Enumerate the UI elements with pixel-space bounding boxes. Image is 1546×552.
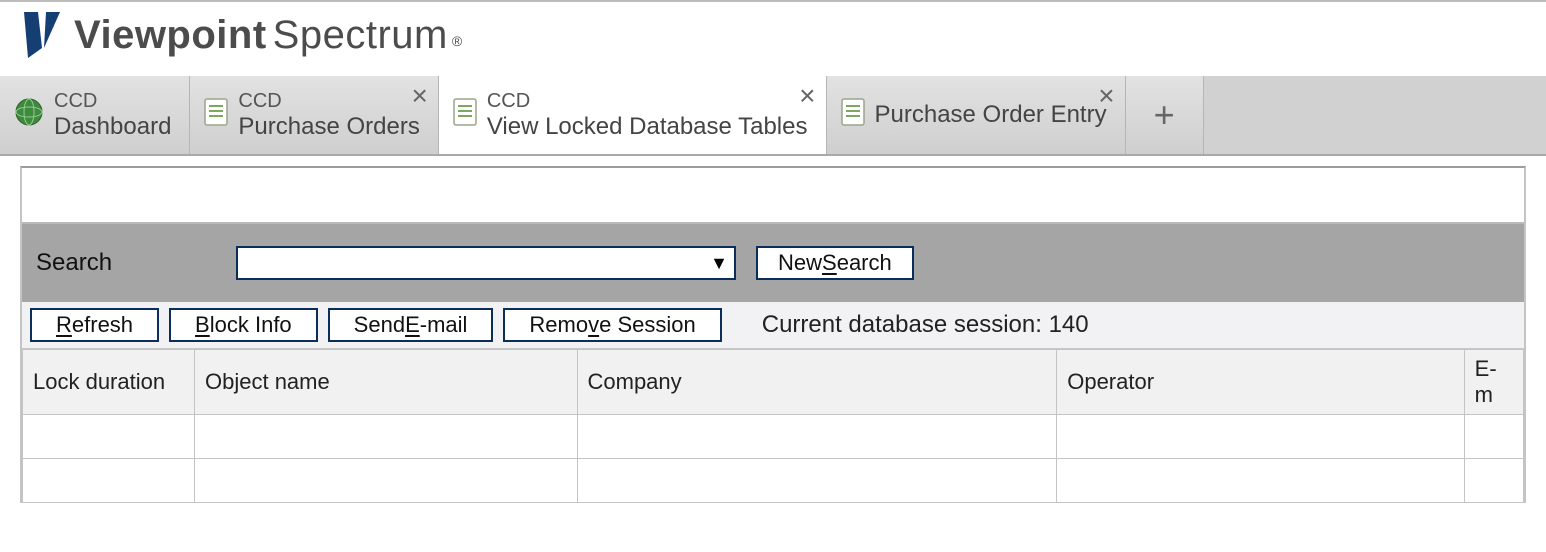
tab-view-locked-database-tables[interactable]: CCDView Locked Database Tables × <box>439 76 827 154</box>
close-icon[interactable]: × <box>1098 82 1114 110</box>
table-cell <box>23 459 195 503</box>
table-row[interactable] <box>23 459 1524 503</box>
globe-icon <box>14 97 44 133</box>
brand-logo: Viewpoint Spectrum ® <box>24 12 463 58</box>
tab-title: View Locked Database Tables <box>487 113 808 141</box>
table-cell <box>1057 415 1464 459</box>
new-search-button[interactable]: New Search <box>756 246 914 280</box>
tab-strip: CCDDashboardCCDPurchase Orders×CCDView L… <box>0 76 1546 156</box>
action-bar: Refresh Block Info Send E-mail Remove Se… <box>22 302 1524 349</box>
refresh-button[interactable]: Refresh <box>30 308 159 342</box>
remove-session-button[interactable]: Remove Session <box>503 308 721 342</box>
session-info: Current database session: 140 <box>762 311 1089 339</box>
search-dropdown[interactable]: ▼ <box>236 246 736 280</box>
new-tab-button[interactable]: + <box>1126 76 1204 154</box>
document-icon <box>841 98 865 132</box>
table-cell <box>195 415 578 459</box>
table-row[interactable] <box>23 415 1524 459</box>
tab-prefix: CCD <box>238 90 419 113</box>
table-cell <box>577 415 1057 459</box>
content-frame: Search ▼ New Search Refresh Block Info S… <box>20 166 1526 503</box>
search-label: Search <box>36 249 216 277</box>
column-header[interactable]: Object name <box>195 350 578 415</box>
send-email-button[interactable]: Send E-mail <box>328 308 494 342</box>
table-cell <box>1464 459 1523 503</box>
document-icon <box>453 98 477 132</box>
tab-purchase-orders[interactable]: CCDPurchase Orders × <box>190 76 438 154</box>
tab-title: Dashboard <box>54 113 171 141</box>
table-cell <box>577 459 1057 503</box>
plus-icon: + <box>1154 94 1175 136</box>
close-icon[interactable]: × <box>411 82 427 110</box>
toolbar-placeholder <box>22 168 1524 224</box>
tab-prefix: CCD <box>487 90 808 113</box>
tab-title: Purchase Orders <box>238 113 419 141</box>
results-table: Lock durationObject nameCompanyOperatorE… <box>22 349 1524 503</box>
column-header[interactable]: Lock duration <box>23 350 195 415</box>
brand-registered: ® <box>452 33 463 49</box>
search-bar: Search ▼ New Search <box>22 224 1524 302</box>
column-header[interactable]: E-m <box>1464 350 1523 415</box>
tab-dashboard[interactable]: CCDDashboard <box>0 76 190 154</box>
table-cell <box>1464 415 1523 459</box>
close-icon[interactable]: × <box>799 82 815 110</box>
table-cell <box>195 459 578 503</box>
brand-name-light: Spectrum <box>273 13 448 58</box>
column-header[interactable]: Operator <box>1057 350 1464 415</box>
table-cell <box>1057 459 1464 503</box>
brand-mark-icon <box>24 12 60 58</box>
table-cell <box>23 415 195 459</box>
chevron-down-icon: ▼ <box>710 253 728 274</box>
tab-title: Purchase Order Entry <box>875 101 1107 129</box>
block-info-button[interactable]: Block Info <box>169 308 318 342</box>
session-number: 140 <box>1049 311 1089 338</box>
column-header[interactable]: Company <box>577 350 1057 415</box>
document-icon <box>204 98 228 132</box>
brand-name-bold: Viewpoint <box>74 13 267 58</box>
app-header: Viewpoint Spectrum ® <box>0 0 1546 76</box>
tab-purchase-order-entry[interactable]: Purchase Order Entry× <box>827 76 1126 154</box>
tab-prefix: CCD <box>54 90 171 113</box>
